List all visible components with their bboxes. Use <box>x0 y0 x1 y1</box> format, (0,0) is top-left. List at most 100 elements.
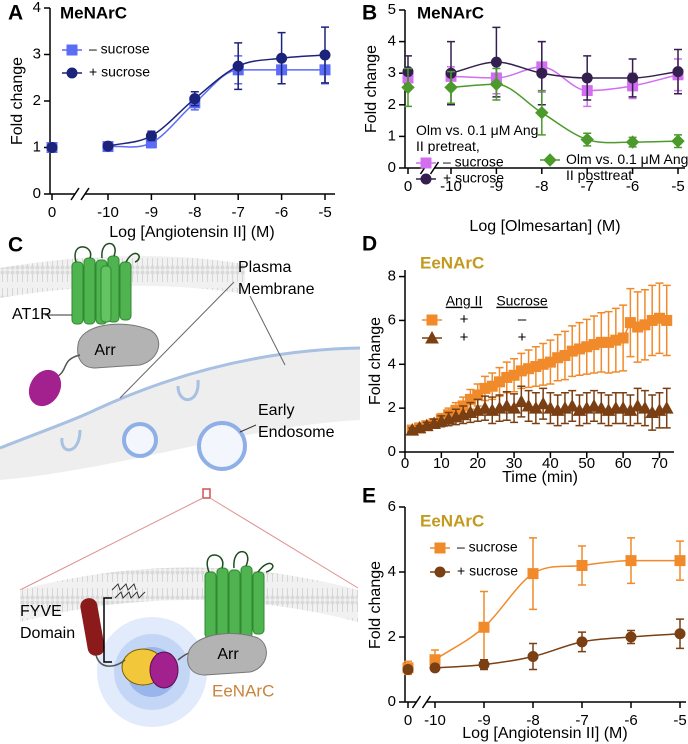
x-tick-label: 10 <box>433 455 450 472</box>
data-point <box>527 651 539 662</box>
data-point <box>536 396 550 410</box>
x-tick-label: 40 <box>542 455 559 472</box>
x-tick-label: -5 <box>671 178 684 195</box>
data-point <box>581 72 593 84</box>
legend-cell: + <box>460 311 469 328</box>
legend-label: + sucrose <box>457 563 518 579</box>
fit-curve <box>450 66 679 92</box>
pointer-line <box>119 281 235 399</box>
receptor-loops <box>206 551 274 573</box>
data-point <box>674 628 686 640</box>
data-point <box>535 105 549 120</box>
panel-letter: B <box>362 2 377 25</box>
x-tick-label: -9 <box>490 178 503 195</box>
data-point <box>625 631 637 643</box>
receptor-top <box>71 255 132 325</box>
data-point <box>478 621 490 633</box>
legend-marker <box>425 330 439 344</box>
x-tick-label: -6 <box>275 204 288 221</box>
data-point <box>672 66 684 78</box>
x-tick-label: -8 <box>526 712 539 729</box>
data-point <box>587 398 601 412</box>
axis-break <box>70 187 90 201</box>
panel-letter: A <box>8 2 23 25</box>
x-tick-label: -6 <box>624 712 637 729</box>
membrane-pit <box>60 429 82 452</box>
legend-marker <box>426 314 438 326</box>
legend-label: – sucrose <box>443 154 504 170</box>
diagram-label: FYVE <box>20 603 62 620</box>
diagram: C Plasma Membrane AT1R Arr Early Endosom… <box>0 234 361 727</box>
zoom-box <box>202 488 211 499</box>
cell-body <box>0 348 360 480</box>
data-point <box>521 398 536 412</box>
diagram-label: Endosome <box>258 424 335 441</box>
receptor-loops <box>74 242 140 263</box>
y-tick-label: 3 <box>388 64 396 81</box>
bracket <box>103 597 112 663</box>
legend-label-box: Olm vs. 0.1 μM Ang II posttreat <box>566 151 688 184</box>
receptor-bottom <box>204 565 265 641</box>
data-point <box>671 134 685 148</box>
data-point <box>232 60 244 72</box>
endosome-membrane <box>20 567 358 622</box>
x-axis-title: Time (min) <box>502 469 578 486</box>
data-point <box>478 401 492 414</box>
y-tick-label: 6 <box>388 498 396 515</box>
legend-title: Olm vs. 0.1 μM Ang II pretreat, <box>416 122 539 155</box>
data-point <box>630 398 645 412</box>
x-tick-label: -8 <box>535 178 548 195</box>
y-tick-label: 0 <box>388 693 396 710</box>
legend-cell: – <box>518 311 527 328</box>
fyve-domain <box>80 598 105 656</box>
diagram-label: Arr <box>94 342 116 359</box>
data-point <box>594 401 609 414</box>
x-tick-label: 60 <box>615 455 632 472</box>
x-axis-title: Log [Angiotensin II] (M) <box>462 725 627 742</box>
data-point <box>46 142 58 153</box>
data-point <box>102 140 114 152</box>
data-point <box>565 398 580 412</box>
y-axis-title: Fold change <box>9 57 26 145</box>
data-point <box>576 636 588 648</box>
endosome <box>197 421 247 471</box>
x-tick-label: -7 <box>575 712 588 729</box>
fit-curve <box>434 633 681 669</box>
pointer-line <box>249 295 286 366</box>
sensor-top <box>28 369 62 407</box>
data-point <box>576 560 588 571</box>
diagram-label: EeNArC <box>212 681 274 700</box>
legend-label: Olm vs. 0.1 μM Ang II posttreat <box>566 151 688 184</box>
data-point <box>543 401 558 414</box>
x-axis-title: Log [Angiotensin II] (M) <box>109 224 274 241</box>
y-tick-label: 1 <box>33 138 41 155</box>
data-point <box>674 555 686 567</box>
diagram-label: Domain <box>20 625 75 642</box>
diagram-label: Early <box>258 402 294 419</box>
data-point <box>616 401 630 414</box>
legend-column-header: Sucrose <box>496 293 548 309</box>
data-point <box>489 77 504 91</box>
data-point <box>536 67 548 79</box>
data-point <box>580 132 594 147</box>
lipid-anchor <box>111 583 146 599</box>
x-tick-label: 50 <box>578 455 595 472</box>
x-tick-label: 0 <box>404 178 412 195</box>
chart-title: EeNArC <box>420 511 484 530</box>
data-point <box>402 664 414 675</box>
y-tick-label: 4 <box>388 563 396 580</box>
legend-title-box: Olm vs. 0.1 μM Ang II pretreat, <box>416 122 539 155</box>
zoom-line <box>19 497 204 591</box>
y-tick-label: 4 <box>33 0 41 16</box>
diagram-label: Membrane <box>238 281 315 298</box>
diagram-label: Arr <box>217 646 239 663</box>
panel-letter: D <box>362 233 377 256</box>
y-tick-label: 8 <box>388 268 396 285</box>
legend-label: + sucrose <box>89 64 150 80</box>
x-axis-title: Log [Olmesartan] (M) <box>469 218 620 235</box>
data-point <box>429 662 441 674</box>
legend-cell: + <box>518 329 527 346</box>
y-tick-label: 2 <box>388 628 396 645</box>
